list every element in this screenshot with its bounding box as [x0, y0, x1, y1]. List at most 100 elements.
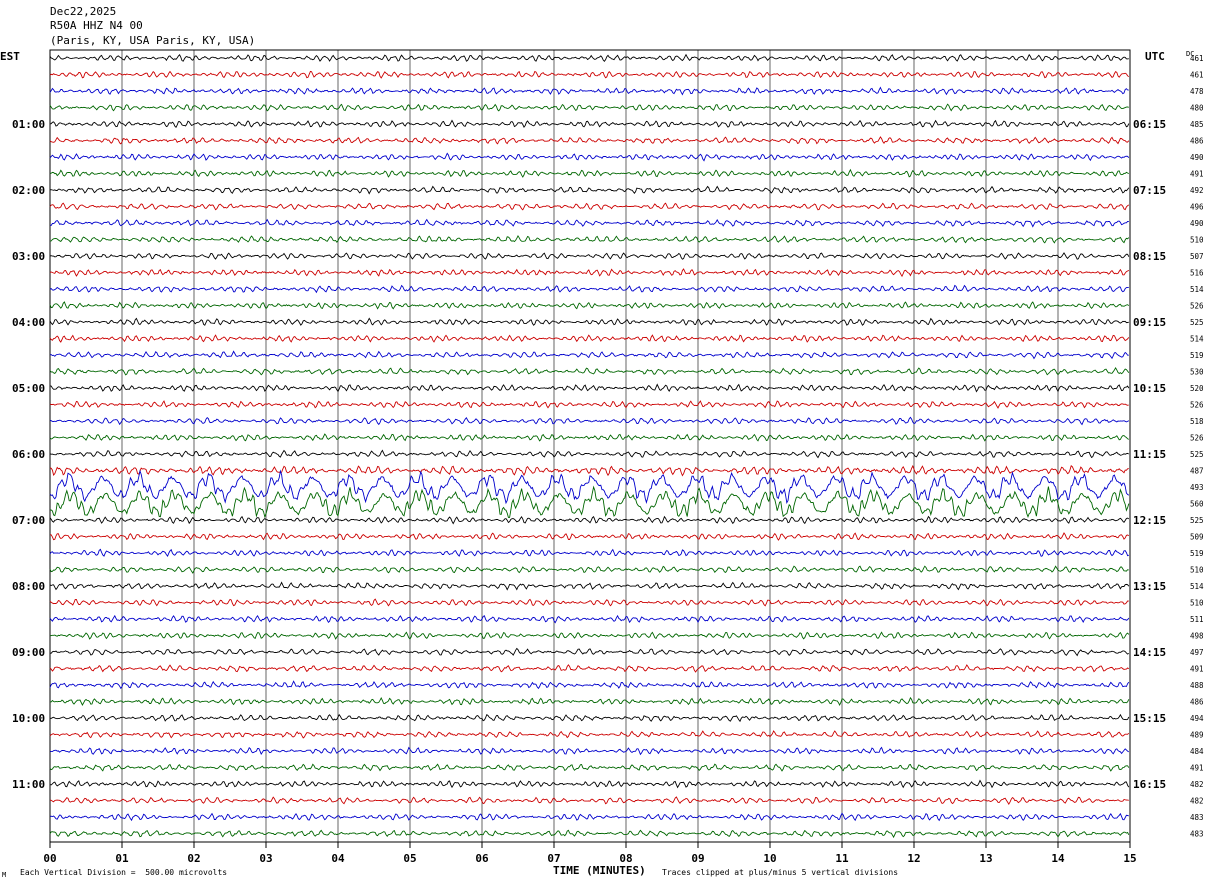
x-tick-label: 13 — [979, 852, 992, 865]
est-hour-label: 10:00 — [12, 712, 45, 725]
seismic-trace — [49, 383, 1130, 393]
seismic-trace — [49, 664, 1130, 673]
dc-offset-label: 482 — [1190, 797, 1204, 806]
dc-offset-label: 461 — [1190, 71, 1204, 80]
utc-hour-label: 12:15 — [1133, 514, 1166, 527]
dc-offset-label: 520 — [1190, 384, 1204, 393]
seismic-trace — [49, 796, 1129, 805]
dc-offset-label: 491 — [1190, 764, 1204, 773]
plot-frame — [49, 49, 1131, 843]
seismic-trace — [49, 268, 1130, 278]
dc-offset-label: 491 — [1190, 665, 1204, 674]
dc-offset-label: 525 — [1190, 318, 1204, 327]
x-tick-label: 00 — [43, 852, 56, 865]
utc-hour-label: 07:15 — [1133, 184, 1166, 197]
seismic-trace — [49, 334, 1130, 343]
seismic-trace — [49, 350, 1129, 360]
seismic-trace — [49, 119, 1130, 129]
dc-offset-label: 483 — [1190, 830, 1204, 839]
x-tick-label: 06 — [475, 852, 489, 865]
seismic-trace — [49, 416, 1130, 426]
station-label: R50A HHZ N4 00 — [50, 19, 143, 32]
x-tick-label: 05 — [403, 852, 416, 865]
dc-offset-label: 482 — [1190, 780, 1204, 789]
x-axis-label: TIME (MINUTES) — [553, 864, 646, 877]
seismic-trace — [49, 680, 1130, 690]
dc-offset-label: 493 — [1190, 483, 1204, 492]
est-hour-label: 11:00 — [12, 778, 45, 791]
seismic-trace — [49, 614, 1130, 624]
utc-hour-label: 13:15 — [1133, 580, 1166, 593]
dc-offset-label: 507 — [1190, 252, 1204, 261]
dc-offset-label: 525 — [1190, 516, 1204, 525]
seismic-trace — [49, 202, 1130, 211]
left-timezone-label: EST — [0, 50, 20, 63]
x-tick-label: 09 — [691, 852, 704, 865]
seismic-trace — [49, 86, 1129, 96]
corner-mark: M — [2, 871, 7, 879]
seismic-trace — [49, 70, 1130, 79]
x-tick-label: 07 — [547, 852, 560, 865]
dc-offset-label: 525 — [1190, 450, 1204, 459]
dc-offset-label: 560 — [1190, 500, 1204, 509]
dc-offset-label: 496 — [1190, 203, 1204, 212]
dc-offset-label: 487 — [1190, 467, 1204, 476]
est-hour-label: 04:00 — [12, 316, 45, 329]
seismic-trace — [49, 301, 1130, 310]
dc-offset-label: 480 — [1190, 104, 1204, 113]
date-label: Dec22,2025 — [50, 5, 117, 18]
dc-column-label: DC — [1186, 50, 1195, 58]
dc-offset-label: 511 — [1190, 615, 1204, 624]
x-tick-label: 15 — [1123, 852, 1136, 865]
seismic-trace — [49, 829, 1130, 839]
seismic-trace — [49, 252, 1130, 260]
est-hour-label: 06:00 — [12, 448, 45, 461]
est-hour-label: 01:00 — [12, 118, 45, 131]
seismic-trace — [49, 565, 1129, 574]
dc-offset-label: 516 — [1190, 269, 1204, 278]
dc-offset-label: 485 — [1190, 120, 1204, 129]
seismic-trace — [49, 185, 1130, 195]
seismic-trace — [49, 464, 1129, 477]
est-hour-label: 07:00 — [12, 514, 45, 527]
dc-offset-label: 478 — [1190, 87, 1204, 96]
est-hour-label: 03:00 — [12, 250, 45, 263]
dc-offset-label: 526 — [1190, 401, 1204, 410]
seismic-trace — [49, 713, 1130, 723]
dc-offset-label: 498 — [1190, 632, 1204, 641]
seismic-trace — [49, 647, 1130, 657]
x-tick-label: 01 — [115, 852, 129, 865]
seismic-trace — [49, 284, 1129, 294]
dc-offset-label: 519 — [1190, 549, 1204, 558]
dc-offset-label: 509 — [1190, 533, 1204, 542]
seismic-trace — [49, 485, 1130, 519]
seismic-trace — [49, 433, 1130, 442]
seismic-trace — [49, 812, 1129, 822]
scale-note: Each Vertical Division = 500.00 microvol… — [20, 868, 228, 877]
x-tick-label: 02 — [187, 852, 200, 865]
dc-offset-label: 490 — [1190, 153, 1204, 162]
seismic-trace — [49, 730, 1130, 739]
est-hour-label: 08:00 — [12, 580, 45, 593]
seismic-trace — [49, 779, 1130, 789]
seismic-trace — [49, 515, 1130, 525]
dc-offset-label: 514 — [1190, 582, 1204, 591]
seismic-trace — [50, 532, 1130, 541]
dc-offset-label: 461 — [1190, 54, 1204, 63]
seismic-trace — [49, 400, 1129, 409]
seismic-trace — [49, 763, 1130, 772]
utc-hour-label: 11:15 — [1133, 448, 1166, 461]
seismic-trace — [50, 696, 1130, 707]
utc-hour-label: 10:15 — [1133, 382, 1166, 395]
x-tick-label: 11 — [835, 852, 849, 865]
est-hour-label: 09:00 — [12, 646, 45, 659]
est-hour-label: 02:00 — [12, 184, 45, 197]
dc-offset-label: 510 — [1190, 599, 1204, 608]
dc-offset-label: 510 — [1190, 566, 1204, 575]
seismic-trace — [49, 317, 1129, 326]
seismic-trace — [49, 136, 1130, 145]
seismic-trace — [49, 234, 1130, 244]
dc-offset-label: 488 — [1190, 681, 1204, 690]
seismic-trace — [49, 598, 1129, 607]
